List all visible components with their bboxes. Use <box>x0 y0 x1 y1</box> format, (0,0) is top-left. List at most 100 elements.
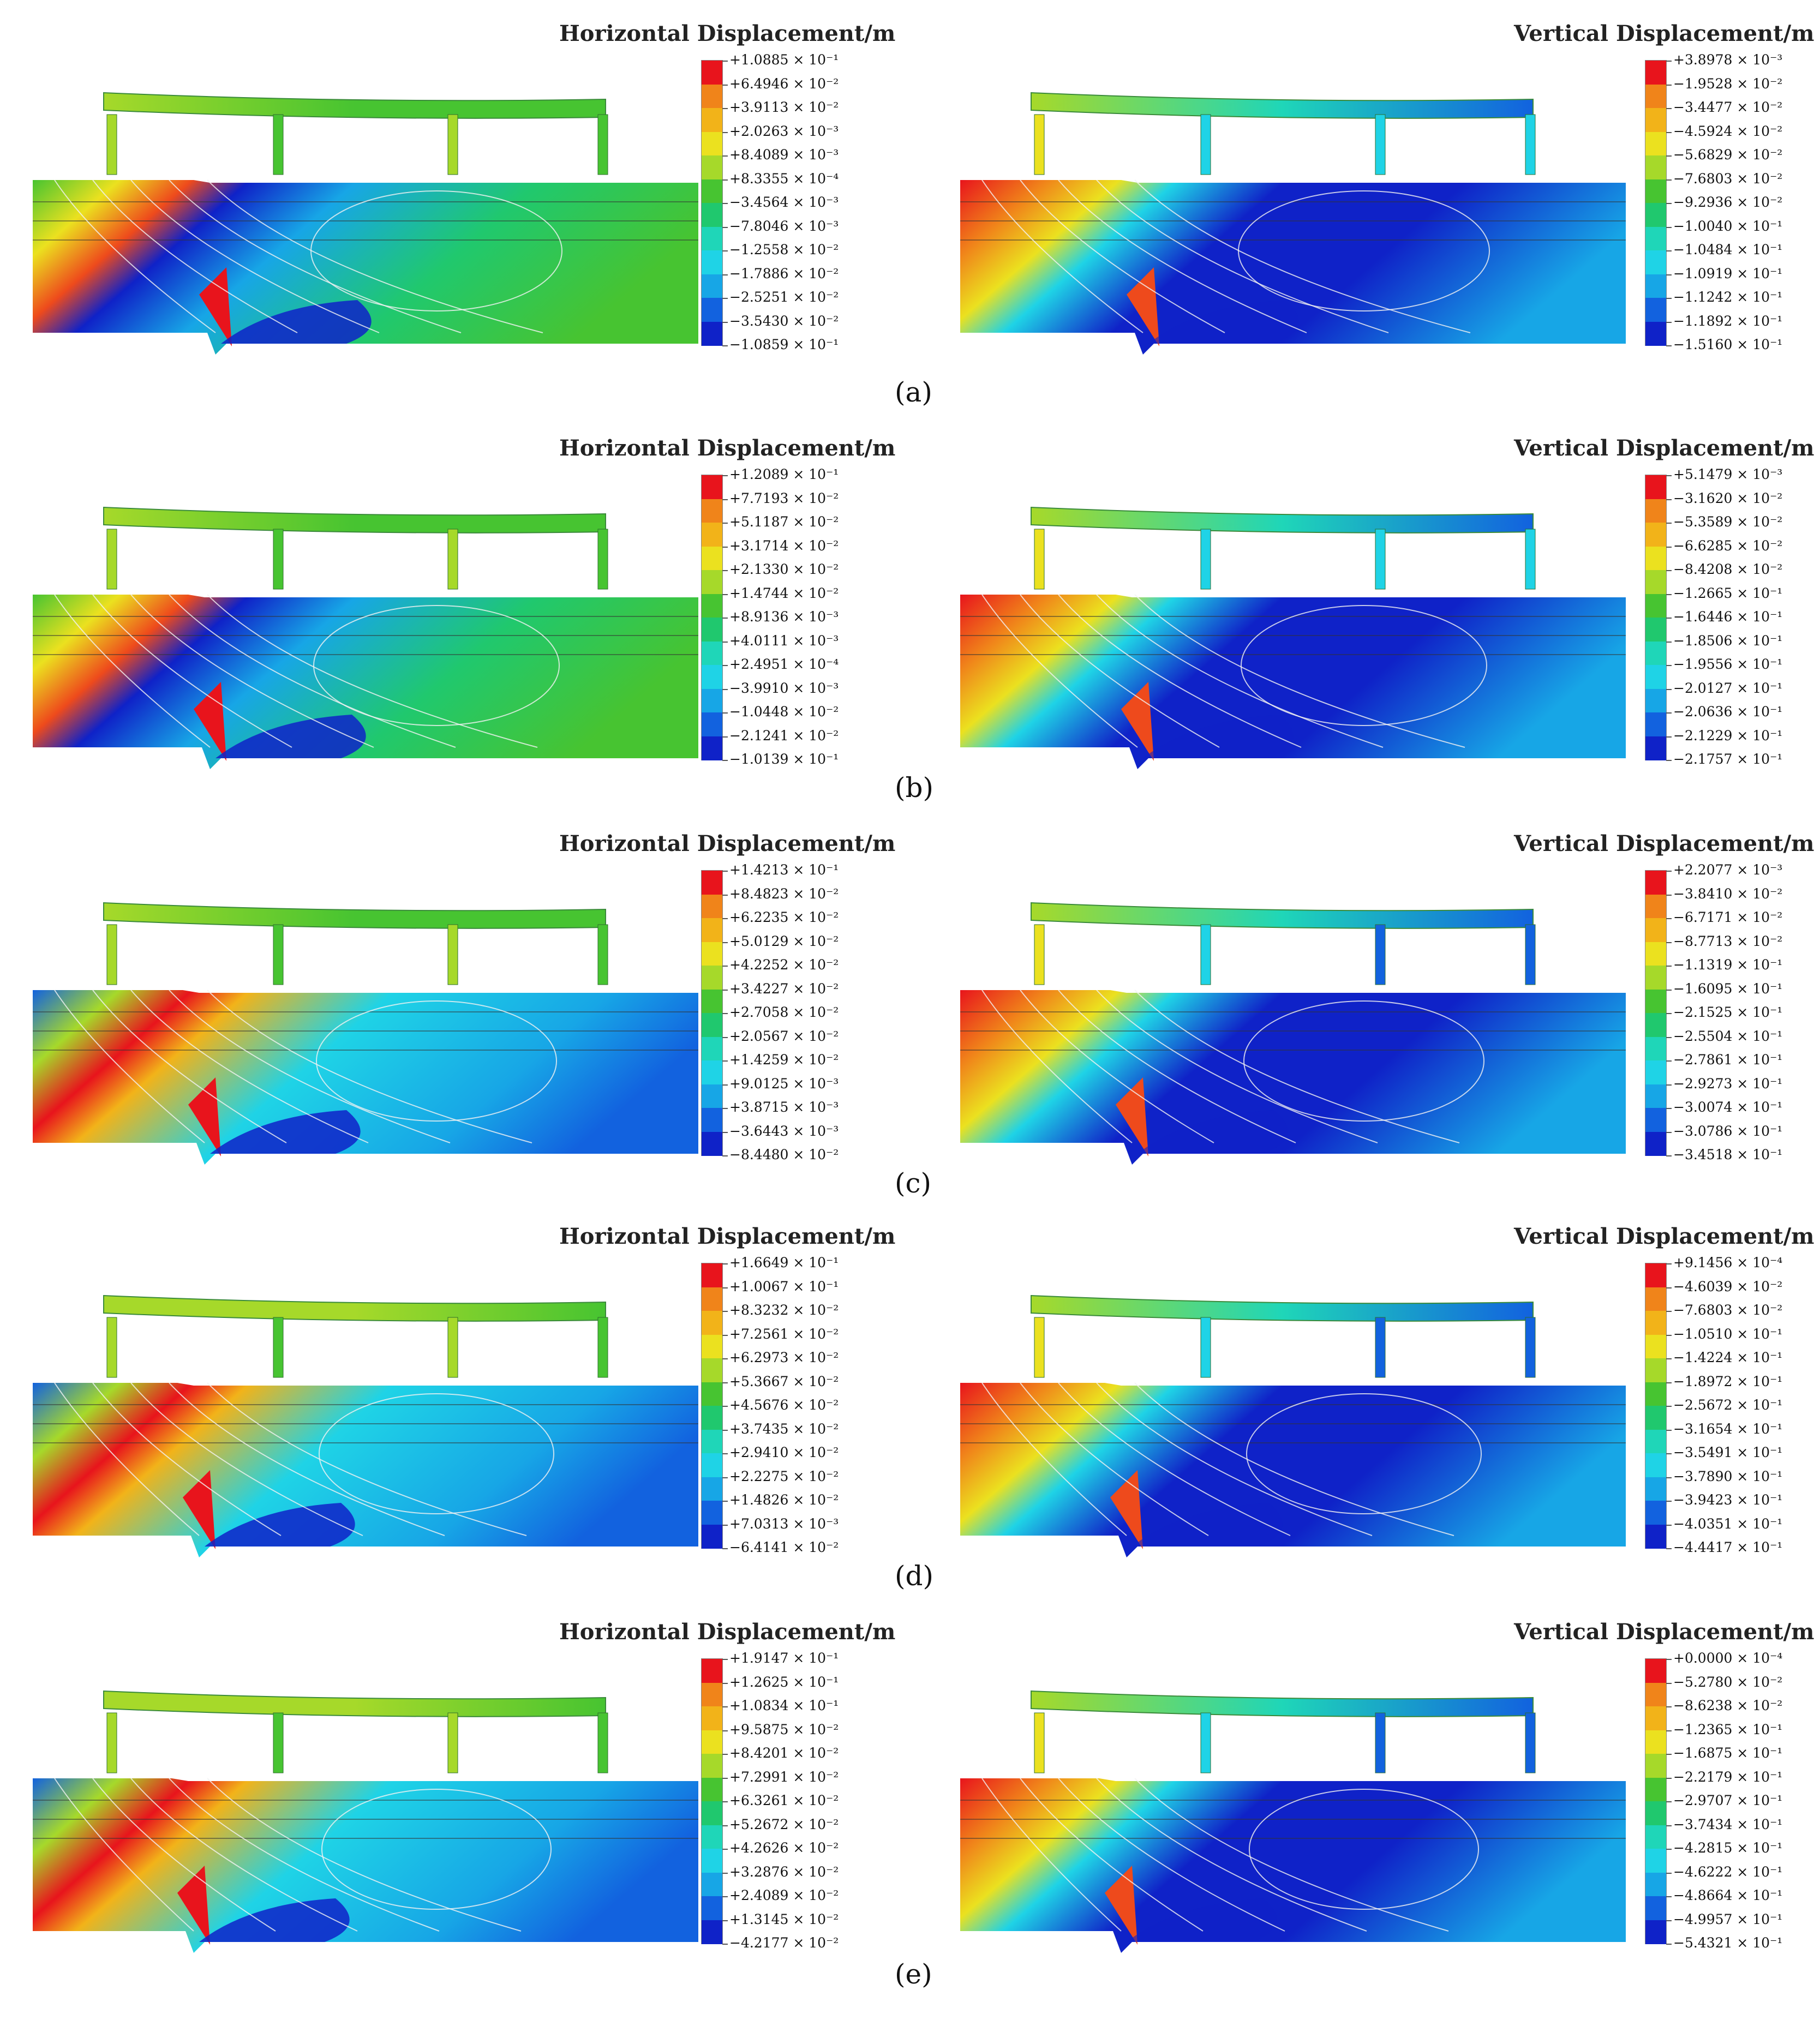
color-scale-label: −1.6875 × 10⁻¹ <box>1673 1745 1783 1761</box>
color-scale-label: −2.2179 × 10⁻¹ <box>1673 1769 1783 1785</box>
contour-line <box>92 990 287 1143</box>
bridge-pier <box>447 924 458 985</box>
color-scale-segment <box>1645 1036 1666 1061</box>
color-scale-tick <box>722 499 728 500</box>
vertical-displacement-panel: Vertical Displacement/m +0.0000 × 10⁻⁴ −5.… <box>917 1598 1817 1991</box>
color-scale-segment <box>702 298 722 322</box>
contour-legend-title: Horizontal Displacement/m <box>559 1224 896 1249</box>
color-scale-tick <box>1666 1263 1672 1264</box>
color-scale-label: +7.7193 × 10⁻² <box>729 490 839 506</box>
color-scale-tick <box>722 1477 728 1478</box>
color-scale-label: −3.4518 × 10⁻¹ <box>1673 1147 1783 1162</box>
color-scale-label: +1.4259 × 10⁻² <box>729 1052 839 1068</box>
color-scale-segment <box>1645 1825 1666 1849</box>
color-scale-tick <box>722 989 728 991</box>
contour-line <box>92 1382 282 1536</box>
color-scale-tick <box>722 1944 728 1945</box>
displacement-contour-plot <box>949 71 1637 379</box>
color-scale-tick <box>1666 1406 1672 1407</box>
color-scale-tick <box>722 1524 728 1526</box>
color-scale-segment <box>1645 688 1666 713</box>
color-scale-tick <box>1666 1896 1672 1897</box>
color-scale-segment <box>702 1501 722 1525</box>
contour-line <box>1243 1000 1484 1122</box>
contour-legend-title: Horizontal Displacement/m <box>559 435 896 461</box>
contour-legend-title: Horizontal Displacement/m <box>559 831 896 856</box>
color-scale-label: −3.0786 × 10⁻¹ <box>1673 1123 1783 1139</box>
bridge-pier <box>1200 1317 1211 1378</box>
color-scale-tick <box>722 688 728 690</box>
color-scale-segment <box>1645 1060 1666 1085</box>
color-scale-segment <box>1645 1872 1666 1897</box>
color-scale-label: +2.4951 × 10⁻⁴ <box>729 656 839 672</box>
contour-line <box>169 1778 440 1932</box>
color-scale-tick <box>1666 345 1672 346</box>
bridge-pier <box>447 1712 458 1773</box>
color-scale-segment <box>702 1659 722 1683</box>
color-scale-segment <box>702 108 722 133</box>
color-scale-tick <box>722 1801 728 1802</box>
color-scale-segment <box>702 274 722 298</box>
contour-line <box>54 990 205 1143</box>
color-scale-tick <box>1666 570 1672 571</box>
bridge-pier <box>1525 529 1536 590</box>
bridge-pier <box>1525 114 1536 175</box>
color-scale-label: +1.2625 × 10⁻¹ <box>729 1674 839 1690</box>
contour-line <box>1249 1789 1479 1910</box>
color-scale-tick <box>1666 594 1672 595</box>
color-scale-label: +6.3261 × 10⁻² <box>729 1793 839 1808</box>
color-scale-tick <box>1666 1131 1672 1133</box>
color-scale-segment <box>1645 523 1666 547</box>
color-scale-tick <box>1666 989 1672 991</box>
color-scale-label: +1.2089 × 10⁻¹ <box>729 466 839 482</box>
color-scale-segment <box>702 1682 722 1707</box>
displacement-pocket <box>221 300 372 344</box>
color-scale-tick <box>1666 298 1672 299</box>
contour-line <box>319 1393 554 1514</box>
ground-block <box>960 180 1626 355</box>
color-scale-tick <box>1666 203 1672 204</box>
color-scale-segment <box>702 1060 722 1085</box>
color-scale-tick <box>722 1754 728 1755</box>
color-scale-label: −3.9910 × 10⁻³ <box>729 680 839 696</box>
color-scale-label: −2.5251 × 10⁻² <box>729 289 839 305</box>
color-scale-segment <box>1645 1777 1666 1802</box>
contour-legend-title: Vertical Displacement/m <box>1514 1619 1815 1645</box>
contour-line <box>1134 1778 1449 1932</box>
color-scale-segment <box>1645 1131 1666 1156</box>
bridge-pier <box>106 529 117 590</box>
color-scale-tick <box>722 226 728 228</box>
contour-line <box>1096 179 1389 333</box>
color-scale-segment <box>1645 108 1666 133</box>
bridge-pier <box>1200 1712 1211 1773</box>
color-scale-segment <box>702 1131 722 1156</box>
contour-line <box>1020 1382 1209 1536</box>
ground-block <box>960 1778 1626 1953</box>
color-scale-tick <box>722 250 728 251</box>
color-scale-tick <box>1666 1524 1672 1526</box>
color-scale-label: +3.7435 × 10⁻² <box>729 1420 839 1437</box>
color-scale-segment <box>1645 665 1666 690</box>
color-scale-tick <box>1666 1706 1672 1707</box>
color-scale-tick <box>1666 918 1672 919</box>
color-scale-tick <box>722 942 728 943</box>
ground-block <box>33 1778 698 1953</box>
color-scale-label: −1.7886 × 10⁻² <box>729 265 839 281</box>
color-scale-segment <box>1645 712 1666 737</box>
contour-line <box>1096 594 1384 748</box>
color-scale-tick <box>722 1659 728 1660</box>
contour-line <box>321 1789 552 1910</box>
displacement-pocket <box>199 1898 350 1942</box>
displacement-pocket <box>1127 1898 1277 1942</box>
color-scale-tick <box>1666 108 1672 109</box>
color-scale-segment <box>702 736 722 760</box>
bridge-pier <box>1525 924 1536 985</box>
color-scale-label: +2.2275 × 10⁻² <box>729 1468 839 1484</box>
fault-zone <box>194 682 226 761</box>
color-scale-label: −5.6829 × 10⁻² <box>1673 147 1783 163</box>
color-scale-label: −1.6446 × 10⁻¹ <box>1673 609 1783 625</box>
color-scale-tick <box>1666 1730 1672 1731</box>
color-scale-segment <box>1645 1920 1666 1944</box>
vertical-displacement-panel: Vertical Displacement/m +5.1479 × 10⁻³ −3.… <box>917 415 1817 807</box>
contour-line <box>169 594 456 748</box>
